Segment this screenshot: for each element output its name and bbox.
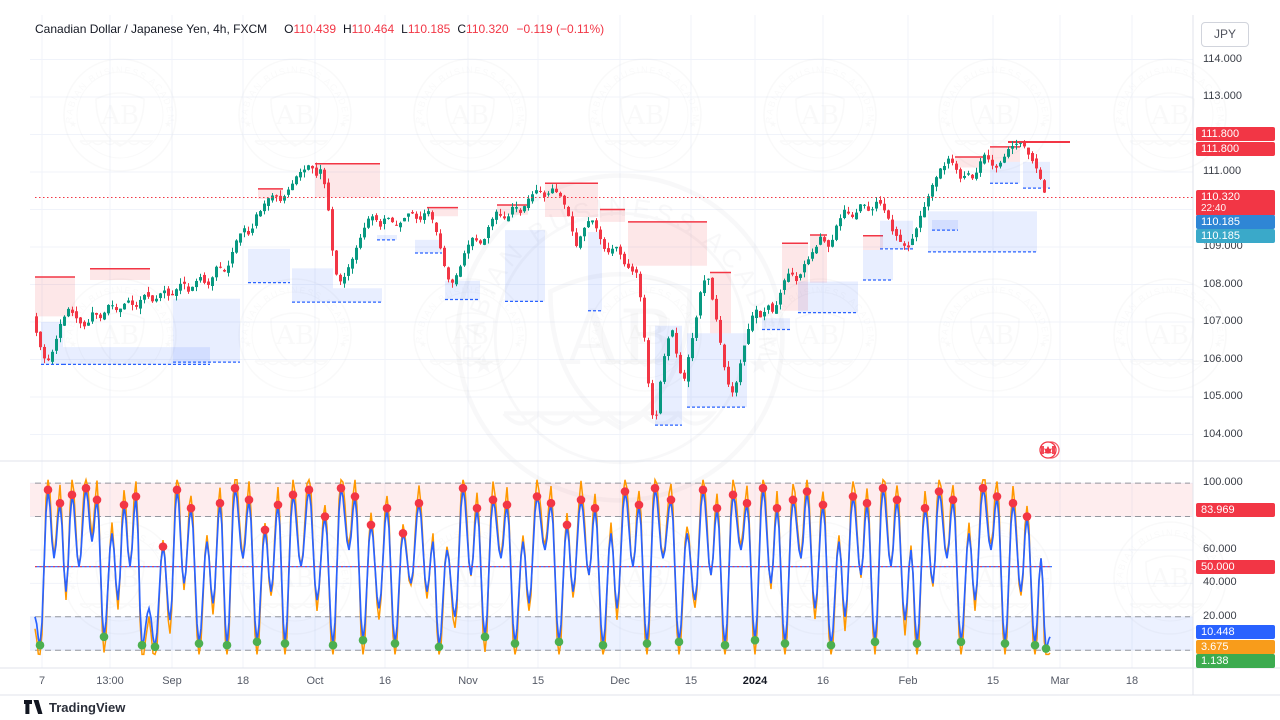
axis-time-label: 16: [816, 675, 830, 687]
axis-price-label: 40.000: [1203, 576, 1237, 589]
axis-time-label: 16: [378, 675, 392, 687]
axis-price-label: 100.000: [1203, 476, 1243, 489]
tradingview-logo-icon: [24, 700, 43, 714]
axis-price-label: 113.000: [1203, 90, 1242, 102]
axis-time-label: 18: [1125, 675, 1139, 687]
change-value: −0.119 (−0.11%): [516, 22, 605, 36]
axis-price-label: 60.000: [1203, 542, 1237, 555]
candlestick-series: [35, 139, 1046, 420]
price-badge: 110.185: [1196, 229, 1275, 243]
symbol-header: Canadian Dollar / Japanese Yen, 4h, FXCM…: [35, 22, 604, 36]
axis-time-label: Nov: [458, 675, 478, 687]
pane-separators: [0, 15, 1280, 696]
axis-time-label: Feb: [898, 675, 918, 687]
price-badge: 50.000: [1196, 560, 1275, 574]
ohlc-open-value: 110.439: [293, 22, 337, 36]
axis-price-label: 105.000: [1203, 390, 1243, 402]
ohlc-close-value: 110.320: [466, 22, 509, 36]
tradingview-brand-text: TradingView: [49, 699, 126, 715]
axis-time-label: Oct: [306, 675, 324, 687]
price-badge: 83.969: [1196, 503, 1275, 517]
axis-time-label: 7: [38, 675, 46, 687]
price-badge: 111.800: [1196, 142, 1275, 156]
oscillator-pane[interactable]: [34, 477, 1052, 656]
cad-flag-marker[interactable]: [1039, 441, 1060, 459]
price-badge: 110.320 22:40: [1196, 190, 1275, 216]
axis-price-label: 106.000: [1203, 352, 1243, 365]
axis-time-label: 15: [531, 675, 545, 687]
axis-price-label: 107.000: [1203, 315, 1243, 327]
axis-time-label: Mar: [1050, 675, 1070, 687]
axis-price-label: 114.000: [1203, 52, 1242, 65]
price-badge: 111.800: [1196, 127, 1275, 141]
axis-time-label: 2024: [742, 675, 768, 687]
price-badge: 1.138: [1196, 654, 1275, 668]
price-badge: 3.675: [1196, 640, 1275, 654]
axis-time-label: 13:00: [96, 675, 124, 687]
symbol-title: Canadian Dollar / Japanese Yen, 4h, FXCM: [35, 22, 268, 36]
ohlc-low-label: L: [401, 22, 408, 36]
axis-price-label: 111.000: [1203, 165, 1242, 177]
axis-price-label: 104.000: [1203, 427, 1243, 440]
ohlc-low-value: 110.185: [407, 22, 451, 36]
ohlc-close-label: C: [457, 22, 467, 36]
axis-time-label: Dec: [610, 675, 630, 687]
axis-time-label: Sep: [162, 675, 182, 687]
axis-price-label: 20.000: [1203, 609, 1237, 622]
axis-time-label: 15: [986, 675, 1000, 687]
axis-price-label: 108.000: [1203, 277, 1243, 290]
axis-price-label: 109.000: [1203, 240, 1243, 252]
axis-time-label: 18: [236, 675, 250, 687]
ohlc-high-value: 110.464: [351, 22, 395, 36]
price-badge: 110.185: [1196, 215, 1275, 229]
ohlc-open-label: O: [284, 22, 294, 36]
signal-dots: [35, 483, 1051, 653]
ohlc-high-label: H: [343, 22, 352, 36]
price-pane[interactable]: [35, 139, 1193, 459]
currency-unit-button[interactable]: JPY: [1201, 22, 1249, 47]
axis-time-label: 15: [684, 675, 698, 687]
tradingview-footer[interactable]: TradingView: [24, 699, 125, 715]
price-badge: 10.448: [1196, 625, 1275, 639]
